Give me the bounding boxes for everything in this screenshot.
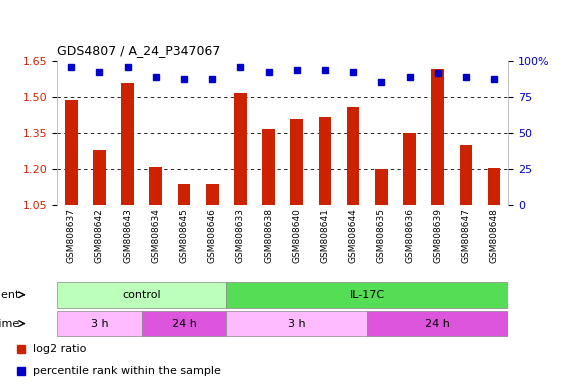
Bar	[431, 69, 444, 205]
Text: 24 h: 24 h	[171, 318, 196, 329]
Text: GSM808636: GSM808636	[405, 209, 414, 263]
Bar	[57, 282, 226, 308]
Bar	[347, 107, 360, 205]
Text: agent: agent	[0, 290, 20, 300]
Bar	[206, 184, 219, 205]
Bar	[319, 117, 331, 205]
Text: GDS4807 / A_24_P347067: GDS4807 / A_24_P347067	[57, 45, 220, 58]
Text: GSM808645: GSM808645	[179, 209, 188, 263]
Bar	[375, 169, 388, 205]
Text: control: control	[122, 290, 161, 300]
Bar	[65, 100, 78, 205]
Text: IL-17C: IL-17C	[349, 290, 385, 300]
Bar	[291, 119, 303, 205]
Text: 3 h: 3 h	[91, 318, 108, 329]
Text: GSM808642: GSM808642	[95, 209, 104, 263]
Text: GSM808635: GSM808635	[377, 209, 386, 263]
Text: 3 h: 3 h	[288, 318, 305, 329]
Bar	[226, 311, 367, 336]
Text: GSM808634: GSM808634	[151, 209, 160, 263]
Bar	[488, 168, 500, 205]
Text: time: time	[0, 318, 20, 329]
Text: percentile rank within the sample: percentile rank within the sample	[33, 366, 221, 376]
Text: log2 ratio: log2 ratio	[33, 344, 87, 354]
Bar	[460, 146, 472, 205]
Text: GSM808633: GSM808633	[236, 209, 245, 263]
Text: GSM808644: GSM808644	[349, 209, 357, 263]
Text: GSM808648: GSM808648	[489, 209, 498, 263]
Bar	[367, 311, 508, 336]
Bar	[226, 282, 508, 308]
Text: GSM808646: GSM808646	[208, 209, 216, 263]
Text: 24 h: 24 h	[425, 318, 450, 329]
Text: GSM808637: GSM808637	[67, 209, 76, 263]
Text: GSM808641: GSM808641	[320, 209, 329, 263]
Bar	[262, 129, 275, 205]
Text: GSM808640: GSM808640	[292, 209, 301, 263]
Bar	[150, 167, 162, 205]
Bar	[93, 150, 106, 205]
Bar	[234, 93, 247, 205]
Bar	[121, 83, 134, 205]
Text: GSM808643: GSM808643	[123, 209, 132, 263]
Bar	[178, 184, 190, 205]
Text: GSM808639: GSM808639	[433, 209, 442, 263]
Bar	[57, 311, 142, 336]
Bar	[403, 133, 416, 205]
Bar	[142, 311, 226, 336]
Text: GSM808638: GSM808638	[264, 209, 273, 263]
Text: GSM808647: GSM808647	[461, 209, 471, 263]
